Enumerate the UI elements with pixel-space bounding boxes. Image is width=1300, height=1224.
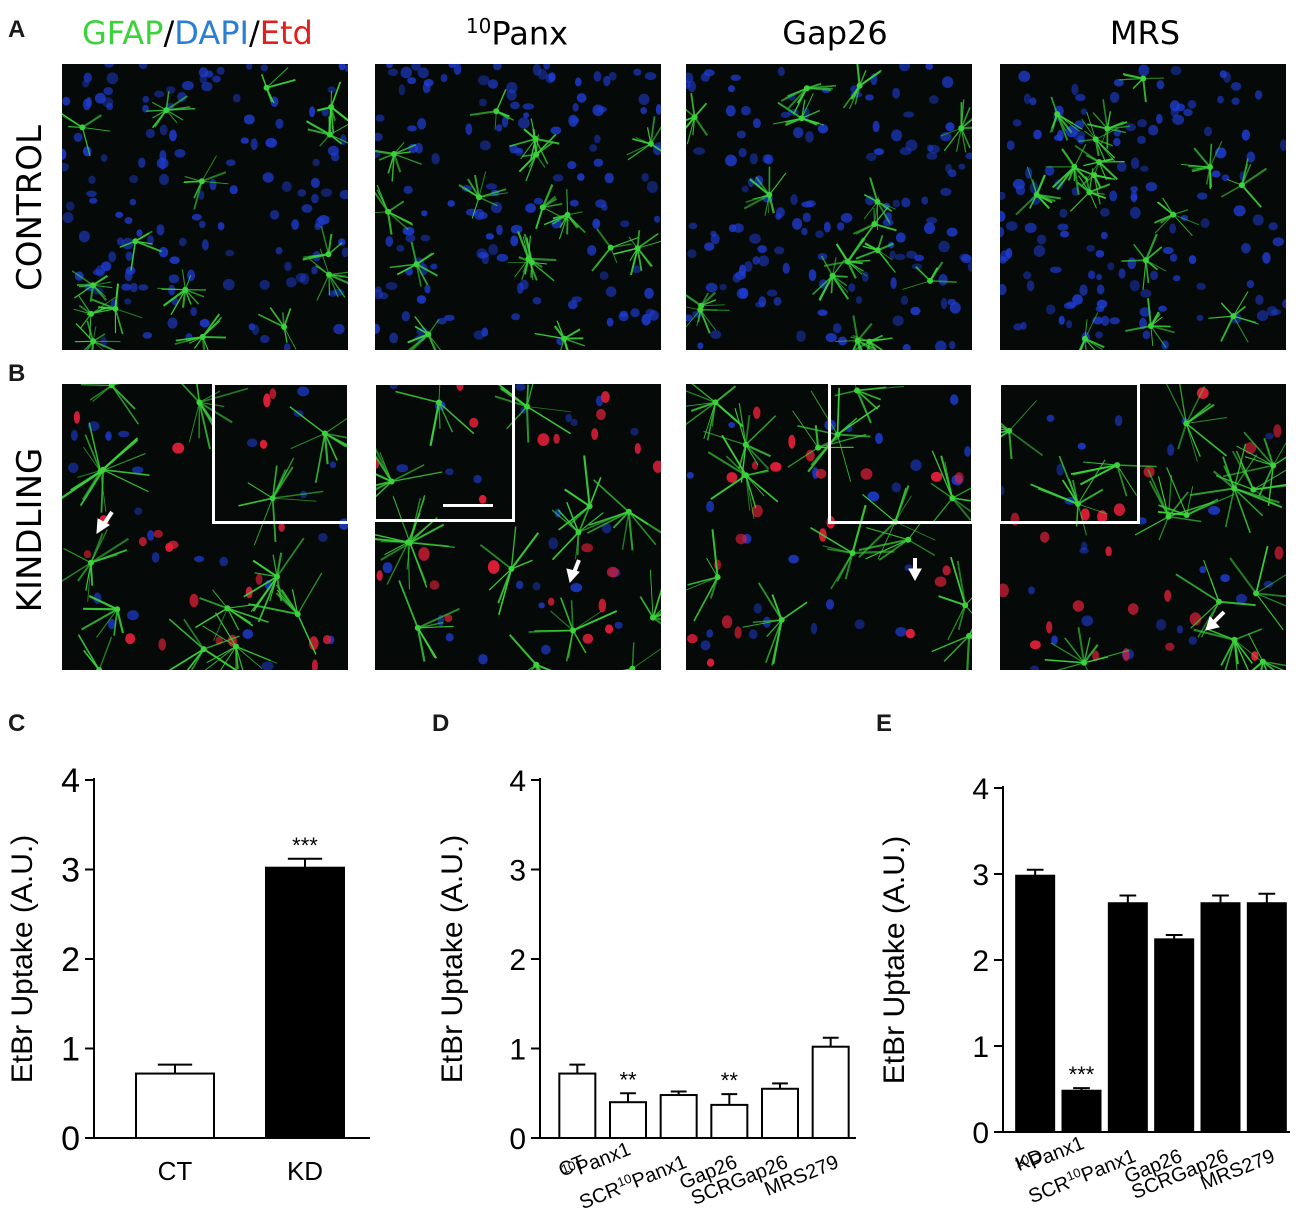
bar (609, 1101, 647, 1140)
column-header-text: Gap26 (782, 14, 888, 52)
bar (659, 1094, 698, 1140)
bar (710, 1103, 749, 1140)
y-tick-label: 0 (509, 1123, 526, 1156)
panel-letter-a: A (8, 16, 26, 43)
y-tick-label: 3 (509, 854, 526, 887)
significance-label: ** (619, 1067, 637, 1092)
bar (1246, 902, 1287, 1133)
micrograph-control-gfap (62, 64, 348, 350)
y-tick-label: 3 (61, 852, 80, 890)
column-header-sup: 10 (465, 14, 492, 38)
y-tick-label: 4 (509, 765, 526, 798)
stain-legend: GFAP/DAPI/Etd (82, 14, 342, 52)
panel-letter-c: C (8, 710, 26, 737)
significance-label: *** (292, 833, 318, 858)
bar (1154, 938, 1195, 1133)
significance-label: *** (1069, 1062, 1095, 1087)
y-tick-label: 1 (61, 1031, 80, 1069)
panel-letter-b: B (8, 360, 26, 387)
micrograph-control-gap26 (686, 64, 972, 350)
column-header-panx: 10Panx (392, 14, 642, 53)
arrow-icon (566, 559, 581, 584)
bar (1061, 1089, 1102, 1133)
arrow-icon (96, 510, 114, 534)
inset-frame (373, 382, 515, 522)
legend-gfap: GFAP (82, 14, 164, 52)
chart-c: 0 1 2 3 4 EtBr Uptake (A.U.) CT *** KD (6, 762, 370, 1186)
bar (558, 1072, 597, 1139)
micrograph-control-panx (375, 64, 661, 350)
y-tick-label: 2 (509, 944, 526, 977)
y-axis-label: EtBr Uptake (A.U.) (6, 835, 39, 1083)
y-tick-label: 2 (61, 941, 80, 979)
column-header-mrs: MRS (1010, 14, 1280, 52)
bar (1015, 874, 1056, 1133)
micrograph-kindling-mrs (1000, 384, 1286, 670)
arrow-icon (1205, 610, 1226, 631)
panel-letter-d: D (432, 710, 450, 737)
inset-frame (828, 382, 974, 524)
y-tick-label: 2 (972, 945, 989, 978)
bar (265, 866, 345, 1140)
bar (1107, 902, 1148, 1133)
inset-frame (998, 382, 1140, 524)
bar (135, 1072, 215, 1139)
legend-dapi: DAPI (174, 14, 249, 52)
y-tick-label: 0 (972, 1117, 989, 1150)
bar (811, 1045, 850, 1139)
y-axis-label: EtBr Uptake (A.U.) (436, 835, 469, 1083)
column-header-text: Panx (491, 14, 569, 53)
legend-etd: Etd (259, 14, 313, 52)
category-label: KD (287, 1156, 323, 1186)
category-label: CT (158, 1156, 193, 1186)
column-header-text: MRS (1109, 14, 1181, 52)
arrow-icon (908, 558, 922, 582)
y-tick-label: 0 (61, 1120, 80, 1158)
micrograph-kindling-gfap (62, 384, 348, 670)
bar (761, 1087, 799, 1139)
y-tick-label: 3 (972, 859, 989, 892)
y-tick-label: 1 (972, 1031, 989, 1064)
micrograph-kindling-panx (375, 384, 661, 670)
y-tick-label: 4 (972, 773, 989, 806)
legend-separator: / (163, 14, 175, 52)
legend-separator: / (248, 14, 260, 52)
y-tick-label: 4 (61, 762, 80, 800)
scale-bar (443, 504, 493, 507)
bar (1200, 902, 1241, 1133)
panel-letter-e: E (876, 710, 893, 737)
micrograph-control-mrs (1000, 64, 1286, 350)
column-header-gap26: Gap26 (700, 14, 970, 52)
y-tick-label: 1 (509, 1033, 526, 1066)
inset-frame (212, 382, 350, 524)
arrow-overlay (96, 510, 1226, 631)
significance-label: ** (721, 1068, 739, 1093)
y-axis-label: EtBr Uptake (A.U.) (878, 836, 911, 1084)
